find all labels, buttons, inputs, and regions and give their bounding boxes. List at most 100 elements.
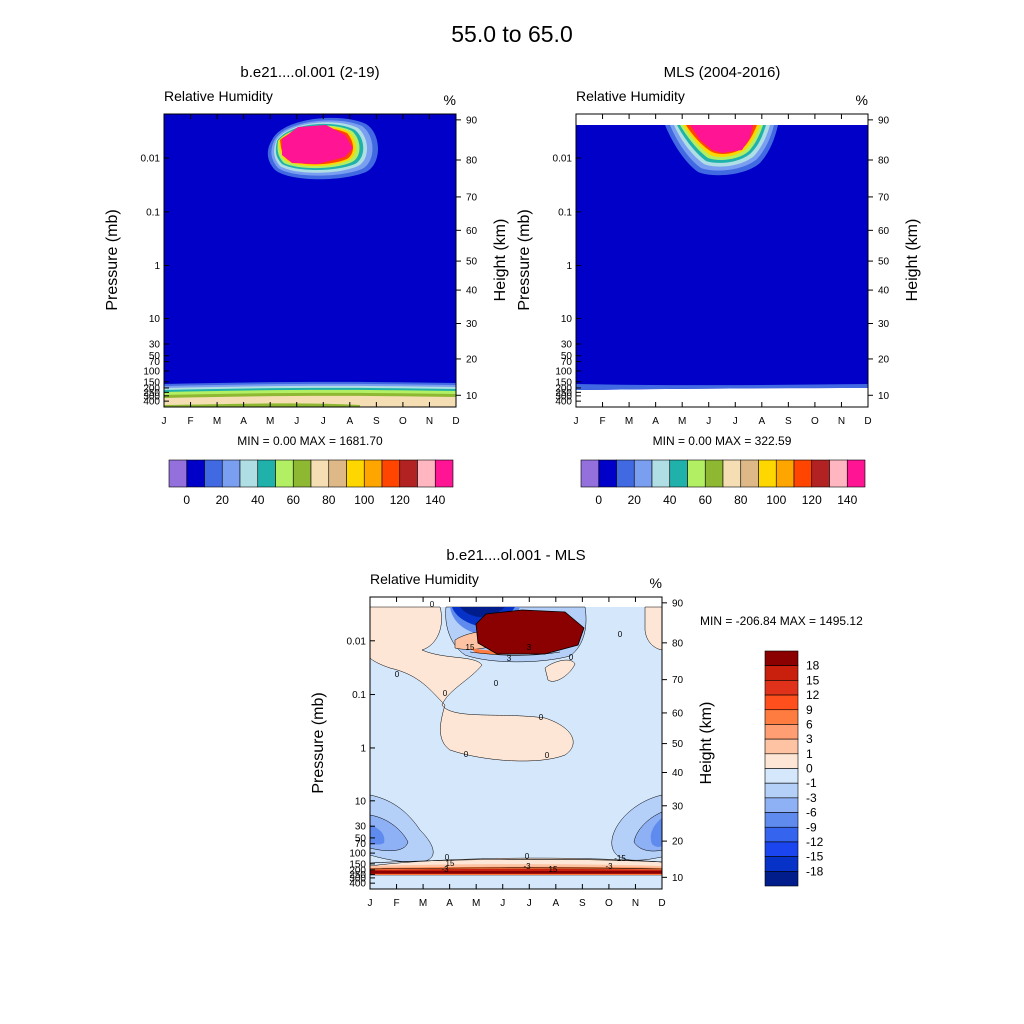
fill-region-neg-right-3 <box>650 818 662 847</box>
panel-model: b.e21....ol.001 (2-19) Relative Humidity… <box>104 64 509 507</box>
colorbar-label: -15 <box>806 850 824 864</box>
colorbar-swatch <box>740 459 759 488</box>
contour-label: 0 <box>525 852 530 861</box>
stats-label: MIN = 0.00 MAX = 1681.70 <box>237 434 383 448</box>
colorbar-label: -12 <box>806 835 824 849</box>
colorbar-swatch <box>221 459 241 488</box>
y-tick-label: 400 <box>555 397 572 408</box>
y-tick-right-label: 40 <box>466 286 478 297</box>
y-tick-right-label: 80 <box>672 638 684 649</box>
colorbar-swatch <box>381 459 401 488</box>
y-tick-label: 50 <box>561 351 573 362</box>
colorbar-swatch <box>764 841 799 857</box>
y-tick-label: 0.01 <box>347 636 367 647</box>
fill-region-neg-left-3 <box>370 825 385 845</box>
colorbar-swatch <box>434 459 454 488</box>
y-tick-right-label: 20 <box>672 837 684 848</box>
y-tick-label: 100 <box>143 366 160 377</box>
y-tick-label: 1 <box>360 743 366 754</box>
plot-frame <box>369 596 663 890</box>
y-tick-right-label: 50 <box>672 739 684 750</box>
y-tick-right-label: 90 <box>672 598 684 609</box>
colorbar-label: -6 <box>806 806 817 820</box>
colorbar-swatch <box>764 724 799 740</box>
contour-label: 15 <box>446 859 455 868</box>
colorbar-swatch <box>669 459 688 488</box>
y-axis-label-right: Height (km) <box>904 219 921 302</box>
colorbar-label: -1 <box>806 776 817 790</box>
x-tick-label: A <box>346 416 353 427</box>
y-axis-label-right: Height (km) <box>492 219 509 302</box>
contour-label: 0 <box>545 751 550 760</box>
contour-label: 0 <box>539 713 544 722</box>
panel-left-label: Relative Humidity <box>370 571 479 587</box>
x-tick-label: J <box>294 416 299 427</box>
y-tick-right-label: 70 <box>878 192 890 203</box>
y-tick-right-label: 20 <box>878 354 890 365</box>
contour-fill <box>576 114 868 407</box>
colorbar-swatch <box>764 856 799 872</box>
contour-label: 0 <box>443 689 448 698</box>
x-tick-label: N <box>838 416 845 427</box>
y-axis-label: Pressure (mb) <box>516 209 533 310</box>
y-axis-label: Pressure (mb) <box>310 692 327 793</box>
y-tick-right-label: 40 <box>878 286 890 297</box>
colorbar-swatch <box>829 459 848 488</box>
y-tick-label: 100 <box>349 849 366 860</box>
colorbar-swatch <box>846 459 866 488</box>
fill-region-tropo-5 <box>370 871 662 874</box>
y-tick-right-label: 70 <box>672 675 684 686</box>
colorbar-swatch <box>346 459 365 488</box>
colorbar-swatch <box>764 680 799 696</box>
panel-right-label: % <box>856 92 868 108</box>
plot-frame <box>163 113 457 408</box>
colorbar-label: 18 <box>806 659 820 673</box>
x-tick-label: A <box>446 898 453 909</box>
fill-band-8 <box>164 403 360 407</box>
y-tick-label: 0.1 <box>558 207 572 218</box>
y-tick-label: 30 <box>561 340 573 351</box>
x-tick-label: S <box>579 898 586 909</box>
contour-label: 0 <box>494 679 499 688</box>
fill-region-pos-1 <box>370 606 574 762</box>
y-tick-label: 50 <box>149 351 161 362</box>
x-tick-label: M <box>266 416 274 427</box>
y-tick-label: 400 <box>143 397 160 408</box>
contour-line <box>469 651 561 656</box>
colorbar-swatch <box>764 650 799 666</box>
colorbar-swatch <box>363 459 383 488</box>
y-tick-right-label: 30 <box>878 319 890 330</box>
contour-label: -3 <box>441 865 449 874</box>
x-tick-label: A <box>758 416 765 427</box>
y-tick-label: 50 <box>355 833 367 844</box>
x-tick-label: D <box>864 416 871 427</box>
colorbar-label: 12 <box>806 688 820 702</box>
y-tick-label: 150 <box>349 859 366 870</box>
colorbar-swatch <box>793 459 813 488</box>
colorbar-label: 120 <box>802 493 822 507</box>
colorbar-swatch <box>775 459 795 488</box>
contour-label: -15 <box>614 854 626 863</box>
x-tick-label: J <box>733 416 738 427</box>
y-tick-label: 300 <box>143 391 160 402</box>
y-tick-label: 10 <box>149 314 161 325</box>
colorbar-swatch <box>580 459 600 488</box>
colorbar-swatch <box>687 459 706 488</box>
y-tick-label: 300 <box>555 391 572 402</box>
colorbar-label: 9 <box>806 703 813 717</box>
y-tick-label: 1 <box>154 261 160 272</box>
x-tick-label: J <box>321 416 326 427</box>
x-tick-label: M <box>472 898 480 909</box>
x-tick-label: S <box>373 416 380 427</box>
colorbar-swatch <box>764 738 799 755</box>
contour-label: 15 <box>466 643 475 652</box>
x-tick-label: A <box>552 898 559 909</box>
colorbar-swatch <box>399 459 418 488</box>
colorbar-swatch <box>310 459 330 488</box>
contour-label: 0 <box>464 750 469 759</box>
y-tick-label: 250 <box>143 388 160 399</box>
x-tick-label: A <box>240 416 247 427</box>
contour-line <box>370 867 662 870</box>
y-tick-label: 30 <box>149 340 161 351</box>
